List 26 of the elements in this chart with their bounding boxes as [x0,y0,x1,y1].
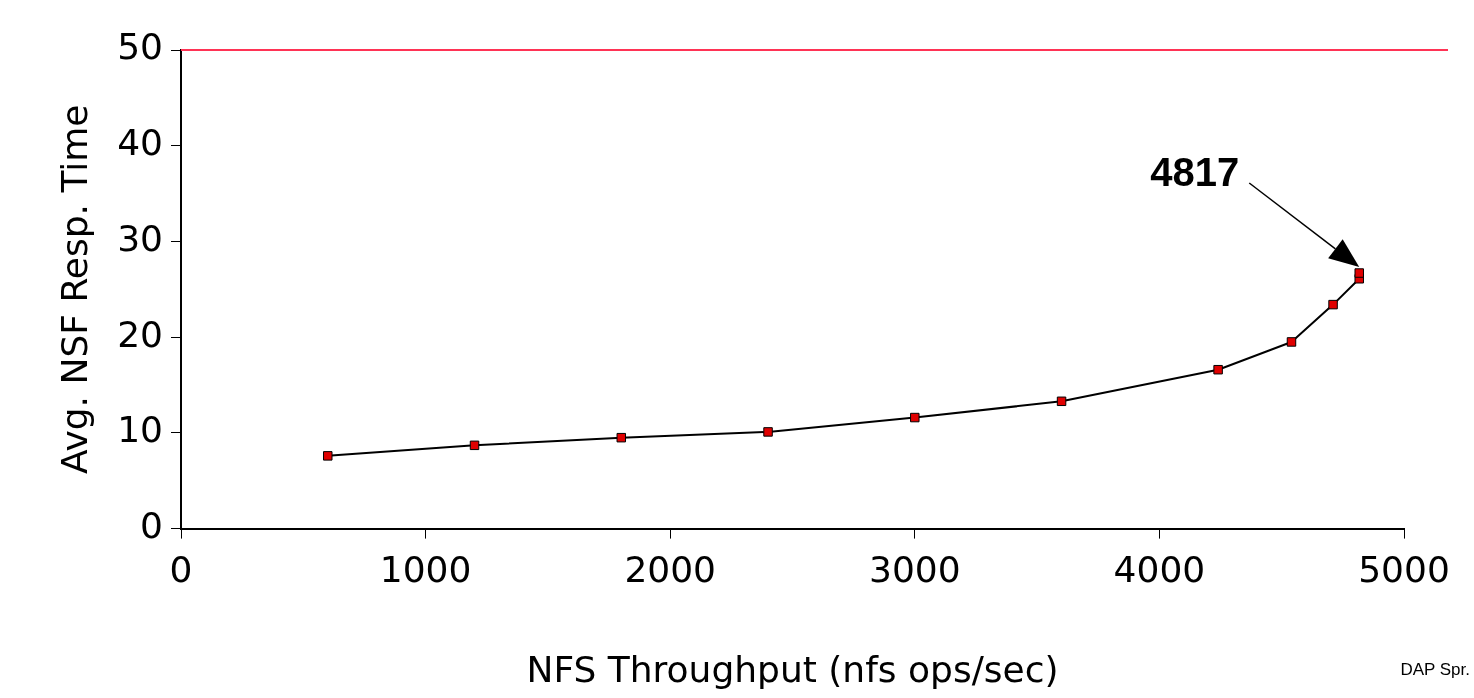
x-tick-label: 3000 [868,548,961,590]
point [1354,268,1364,278]
y-tick-label: 0 [140,504,164,546]
x-tick-label: 4000 [1113,548,1206,590]
point [323,451,333,461]
point [616,432,627,443]
x-tick-label: 2000 [624,548,717,590]
y-tick-label: 40 [117,122,164,164]
point [1213,364,1223,375]
point [910,412,920,423]
x-tick-label: 0 [169,548,193,590]
y-tick-label: 30 [117,217,164,259]
y-axis-title: Avg. NSF Resp. Time [53,104,95,475]
y-tick-label: 10 [117,409,164,451]
x-tick-label: 5000 [1358,548,1450,590]
point [763,427,773,437]
annotation: 4817 [1150,150,1240,195]
point [1328,299,1338,310]
y-tick-label: 50 [117,26,164,68]
x-tick-label: 1000 [379,548,472,590]
point [1056,396,1067,407]
x-axis-title: NFS Throughput (nfs ops/sec) [526,648,1059,690]
y-tick-label: 20 [117,313,164,355]
point [469,440,480,451]
point [1286,337,1297,347]
text: DAP Spr. [1400,660,1470,680]
